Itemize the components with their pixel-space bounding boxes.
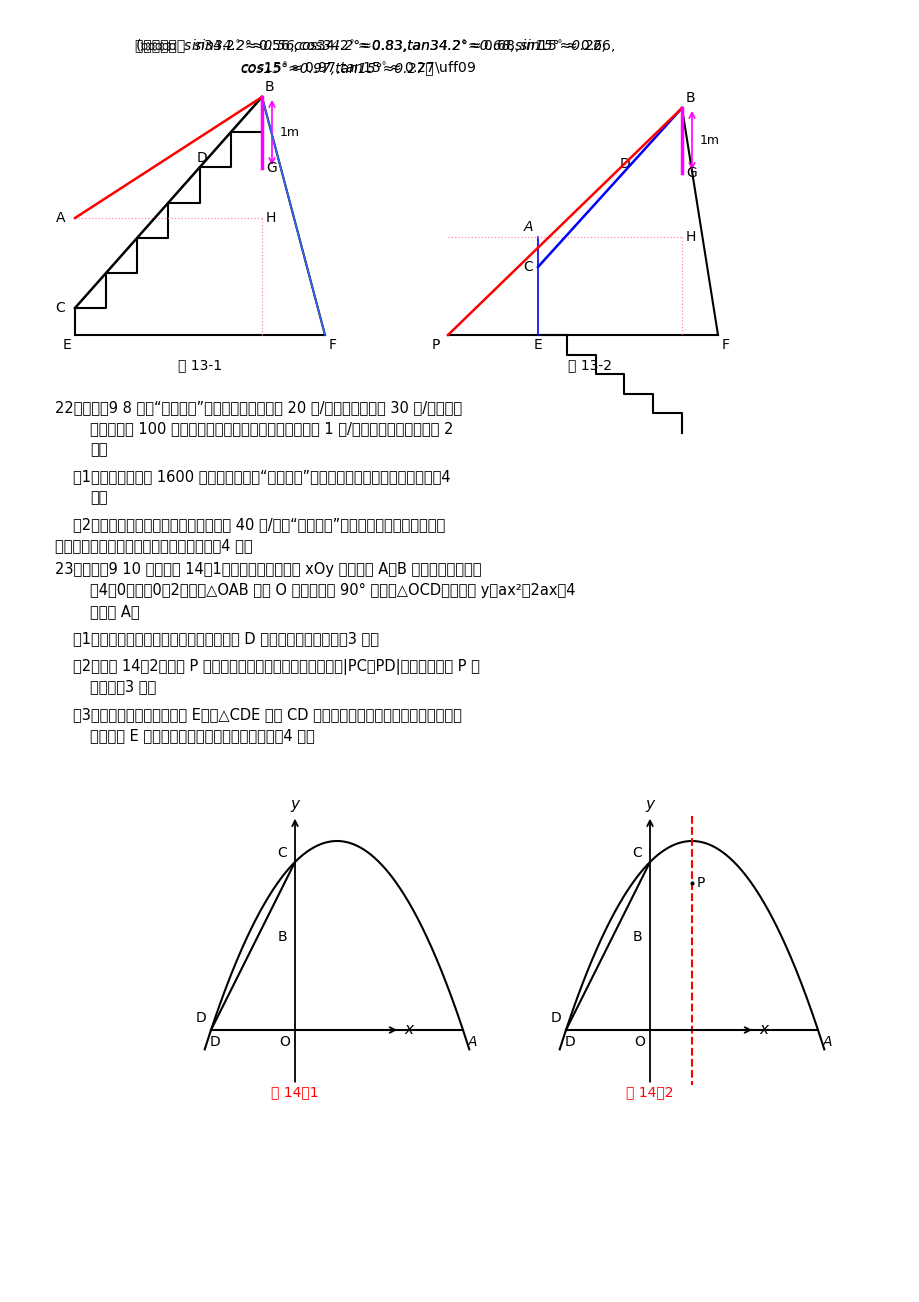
Text: 该商品售价定为多少？最大利润是多少？（4 分）: 该商品售价定为多少？最大利润是多少？（4 分） xyxy=(55,539,253,553)
Text: A: A xyxy=(823,1035,832,1049)
Text: D: D xyxy=(196,151,207,165)
Text: B: B xyxy=(686,91,695,105)
Text: P: P xyxy=(697,876,705,891)
Text: D: D xyxy=(564,1035,575,1049)
Text: （1）求抛物线的函数表达式，并判断断点 D 是否在该抛物线上；（3 分）: （1）求抛物线的函数表达式，并判断断点 D 是否在该抛物线上；（3 分） xyxy=(73,631,379,646)
Text: 1m: 1m xyxy=(279,126,300,139)
Text: 图 14－1: 图 14－1 xyxy=(271,1085,319,1099)
Text: x: x xyxy=(758,1022,767,1038)
Text: A: A xyxy=(523,220,532,234)
Text: $\it{cos}15^{\circ}\approx0.97$,$\it{tan}15^{\circ}\approx0.27$\uff09: $\it{cos}15^{\circ}\approx0.97$,$\it{tan… xyxy=(240,60,475,77)
Text: E: E xyxy=(62,339,71,352)
Text: 经过点 A。: 经过点 A。 xyxy=(90,604,140,618)
Text: y: y xyxy=(645,797,653,811)
Text: 图 13-1: 图 13-1 xyxy=(177,358,221,372)
Text: （3）设抛物线上是否存在点 E，使△CDE 是以 CD 为直角边的直角三角形？若存在，请求: （3）设抛物线上是否存在点 E，使△CDE 是以 CD 为直角边的直角三角形？若… xyxy=(73,707,461,721)
Text: （参考数据：  sin34.2°≈0.56,cos34.2°≈0.83,tan34.2°≈0.68,sin15°≈0.26,: （参考数据： sin34.2°≈0.56,cos34.2°≈0.83,tan34… xyxy=(135,38,606,52)
Text: A: A xyxy=(55,211,65,225)
Text: C: C xyxy=(523,260,532,273)
Text: 件。: 件。 xyxy=(90,441,108,457)
Text: C: C xyxy=(277,846,287,861)
Text: B: B xyxy=(277,930,287,944)
Text: D: D xyxy=(618,158,630,171)
Text: P: P xyxy=(431,339,439,352)
Text: ($\it{参考数据}$：  $\it{sin}34.2^{\circ}\approx0.56$,$\it{cos}34.2^{\circ}\approx0.8: ($\it{参考数据}$： $\it{sin}34.2^{\circ}\appr… xyxy=(135,36,615,53)
Text: 分）: 分） xyxy=(90,491,108,505)
Text: B: B xyxy=(631,930,641,944)
Text: 每天能售出 100 件。调查表明：这种商品的售价每上涨 1 元/件，其销售量就将减少 2: 每天能售出 100 件。调查表明：这种商品的售价每上涨 1 元/件，其销售量就将… xyxy=(90,421,453,436)
Text: H: H xyxy=(266,211,276,225)
Text: cos15°≈0.97,tan15°≈0.27）: cos15°≈0.97,tan15°≈0.27） xyxy=(240,61,433,76)
Text: D: D xyxy=(550,1010,561,1025)
Text: A: A xyxy=(468,1035,477,1049)
Text: G: G xyxy=(266,161,277,174)
Text: O: O xyxy=(278,1035,289,1049)
Text: 出所有点 E 的坐标，若不存在，请说明理由。（4 分）: 出所有点 E 的坐标，若不存在，请说明理由。（4 分） xyxy=(90,728,314,743)
Text: F: F xyxy=(721,339,729,352)
Text: H: H xyxy=(686,230,696,243)
Text: （2）如图 14－2，若点 P 是抛物线对称轴上的一个动点，求使|PC－PD|的値最大时点 P 的: （2）如图 14－2，若点 P 是抛物线对称轴上的一个动点，求使|PC－PD|的… xyxy=(73,659,480,674)
Text: （4，0）、（0，2），将△OAB 绕点 O 逆时针旋转 90° 后得到△OCD，抛物线 y＝ax²－2ax＋4: （4，0）、（0，2），将△OAB 绕点 O 逆时针旋转 90° 后得到△OCD… xyxy=(90,583,575,598)
Text: （1）为了实现每天 1600 元的销售利润，“佳佳商场”应将这种商品的售价定为多少？（4: （1）为了实现每天 1600 元的销售利润，“佳佳商场”应将这种商品的售价定为多… xyxy=(73,469,450,484)
Text: C: C xyxy=(631,846,641,861)
Text: x: x xyxy=(403,1022,413,1038)
Text: 22．（本题9 8 分）“佳佳商场”在销售某种进货价为 20 元/件的商品时，以 30 元/件售出，: 22．（本题9 8 分）“佳佳商场”在销售某种进货价为 20 元/件的商品时，以… xyxy=(55,400,461,415)
Text: F: F xyxy=(329,339,336,352)
Text: 23．（本题9 10 分）如图 14－1，在平面直角坐标系 xOy 中，已知 A、B 两点的坐标分别为: 23．（本题9 10 分）如图 14－1，在平面直角坐标系 xOy 中，已知 A… xyxy=(55,562,481,577)
Text: C: C xyxy=(55,301,65,315)
Text: 坐标；（3 分）: 坐标；（3 分） xyxy=(90,680,156,694)
Text: D: D xyxy=(210,1035,221,1049)
Text: 图 13-2: 图 13-2 xyxy=(567,358,611,372)
Text: y: y xyxy=(290,797,300,811)
Text: E: E xyxy=(533,339,542,352)
Text: （2）物价局规定该商品的售价不能超过 40 元/件，“佳佳商场”为了获得最大的利润，应将: （2）物价局规定该商品的售价不能超过 40 元/件，“佳佳商场”为了获得最大的利… xyxy=(73,518,445,533)
Text: G: G xyxy=(686,165,696,180)
Text: D: D xyxy=(195,1010,206,1025)
Text: O: O xyxy=(633,1035,644,1049)
Text: 1m: 1m xyxy=(699,134,720,147)
Text: B: B xyxy=(265,79,275,94)
Text: 图 14－2: 图 14－2 xyxy=(626,1085,673,1099)
